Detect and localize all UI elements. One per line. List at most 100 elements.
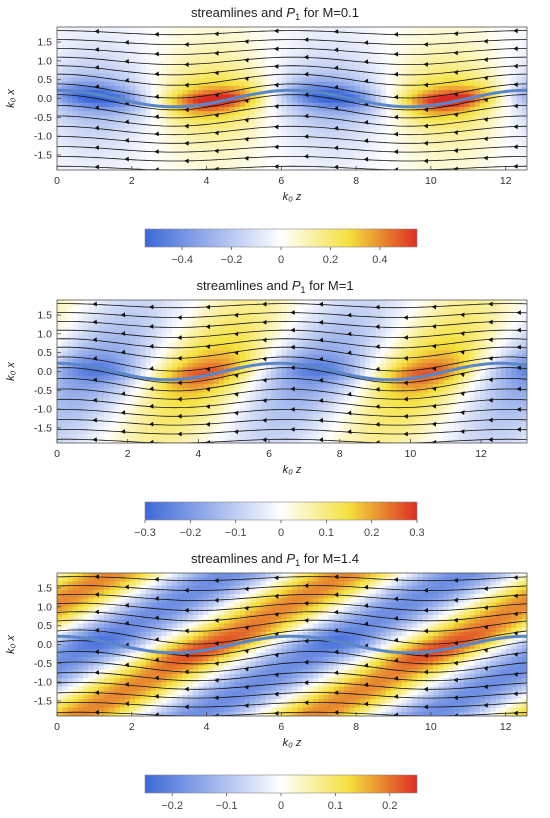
streamline-arrow (483, 648, 489, 653)
colorbar (144, 774, 418, 794)
y-tick-label: -0.5 (34, 112, 52, 124)
y-tick-label: 1.5 (37, 37, 52, 49)
streamline-arrow (363, 621, 369, 627)
streamline-arrow (184, 686, 189, 692)
streamline-arrow (124, 602, 129, 608)
streamline-arrow (205, 387, 211, 392)
streamline-arrow (184, 140, 189, 146)
streamline-arrow (513, 63, 518, 69)
streamline-arrow (375, 324, 380, 330)
streamline (57, 56, 527, 66)
streamline-arrow (94, 65, 100, 70)
streamline-arrow (120, 349, 126, 355)
streamline-arrow (363, 59, 369, 65)
streamline-arrow (303, 659, 309, 665)
streamline-arrow (513, 672, 518, 677)
streamline-arrow (483, 97, 489, 103)
streamline-arrow (453, 166, 458, 170)
streamline-arrow (453, 578, 458, 583)
streamline-arrow (393, 712, 399, 716)
streamline-arrow (483, 605, 488, 611)
streamline-arrow (346, 429, 352, 435)
streamline-arrow (303, 54, 309, 60)
streamline-arrow (262, 337, 267, 343)
streamline-arrow (375, 344, 380, 349)
colorbar-tick-label: 0.3 (409, 527, 424, 539)
streamline-arrow (244, 684, 249, 690)
streamline-arrow (513, 82, 518, 88)
y-tick-label: 0.0 (37, 639, 52, 651)
streamline-arrow (375, 386, 380, 392)
streamline-arrow (92, 337, 97, 343)
streamline-arrow (214, 641, 219, 646)
streamline-arrow (375, 440, 380, 443)
streamline-arrow (423, 158, 428, 164)
streamline-arrow (423, 669, 428, 675)
interface-line (57, 361, 527, 382)
streamline-arrow (205, 324, 211, 330)
streamline-arrow (363, 78, 369, 84)
streamline-arrow (516, 365, 521, 370)
streamline-arrow (363, 663, 369, 668)
streamline-arrow (318, 417, 324, 423)
streamline-arrow (403, 315, 408, 320)
y-tick-label: -1.0 (34, 404, 52, 416)
streamline-arrow (154, 71, 159, 77)
x-tick-label: 8 (353, 721, 359, 733)
colorbar (144, 228, 418, 248)
streamline-arrow (94, 47, 99, 52)
streamline-arrow (318, 319, 324, 325)
streamline-arrow (333, 164, 339, 170)
streamline-arrow (303, 154, 309, 159)
streamline-arrow (94, 574, 99, 580)
colorbar-tick-label: 0.1 (328, 800, 343, 812)
streamline (57, 47, 527, 55)
colorbar-tick-label: −0.2 (179, 527, 201, 539)
streamline-arrow (124, 137, 129, 143)
streamline-arrow (513, 28, 518, 34)
streamline-arrow (453, 677, 458, 683)
streamline-arrow (488, 337, 493, 343)
streamline-arrow (273, 672, 279, 678)
streamline-arrow (488, 417, 493, 423)
streamline-arrow (177, 431, 182, 437)
streamline-arrow (513, 46, 518, 52)
streamline-arrow (214, 618, 219, 623)
streamline-arrow (124, 620, 130, 626)
streamline-arrow (273, 711, 279, 716)
streamline-arrow (393, 51, 399, 57)
streamline-arrow (403, 380, 408, 386)
streamline-arrow (513, 144, 518, 150)
y-axis-label: k₀ x (5, 635, 17, 654)
streamline (57, 682, 527, 690)
x-tick-label: 2 (125, 448, 131, 460)
streamline (57, 602, 527, 611)
streamline-arrow (453, 640, 459, 646)
streamline-arrow (393, 32, 399, 37)
streamline-arrow (244, 155, 249, 161)
streamlines (57, 301, 527, 443)
streamline-arrow (513, 631, 518, 636)
streamline-arrow (214, 50, 219, 56)
streamline-arrow (303, 618, 309, 623)
streamline (57, 73, 527, 86)
streamline-arrow (184, 107, 189, 113)
streamline-arrow (148, 366, 154, 371)
streamline-arrow (423, 107, 429, 113)
streamline-arrow (393, 167, 399, 170)
streamline-arrow (94, 84, 100, 89)
streamline-arrow (273, 652, 279, 658)
streamline-arrow (459, 429, 465, 434)
streamline-arrow (177, 396, 182, 402)
colorbar (144, 501, 418, 521)
streamline-arrow (124, 156, 129, 162)
x-tick-label: 12 (500, 175, 512, 187)
streamline (57, 619, 527, 632)
y-tick-label: -1.5 (34, 695, 52, 707)
streamline (57, 30, 527, 36)
streamline-arrow (303, 700, 309, 705)
streamline-arrow (393, 615, 399, 621)
streamline-arrow (459, 331, 465, 336)
streamline-arrow (273, 82, 279, 88)
streamline-arrow (124, 662, 130, 668)
